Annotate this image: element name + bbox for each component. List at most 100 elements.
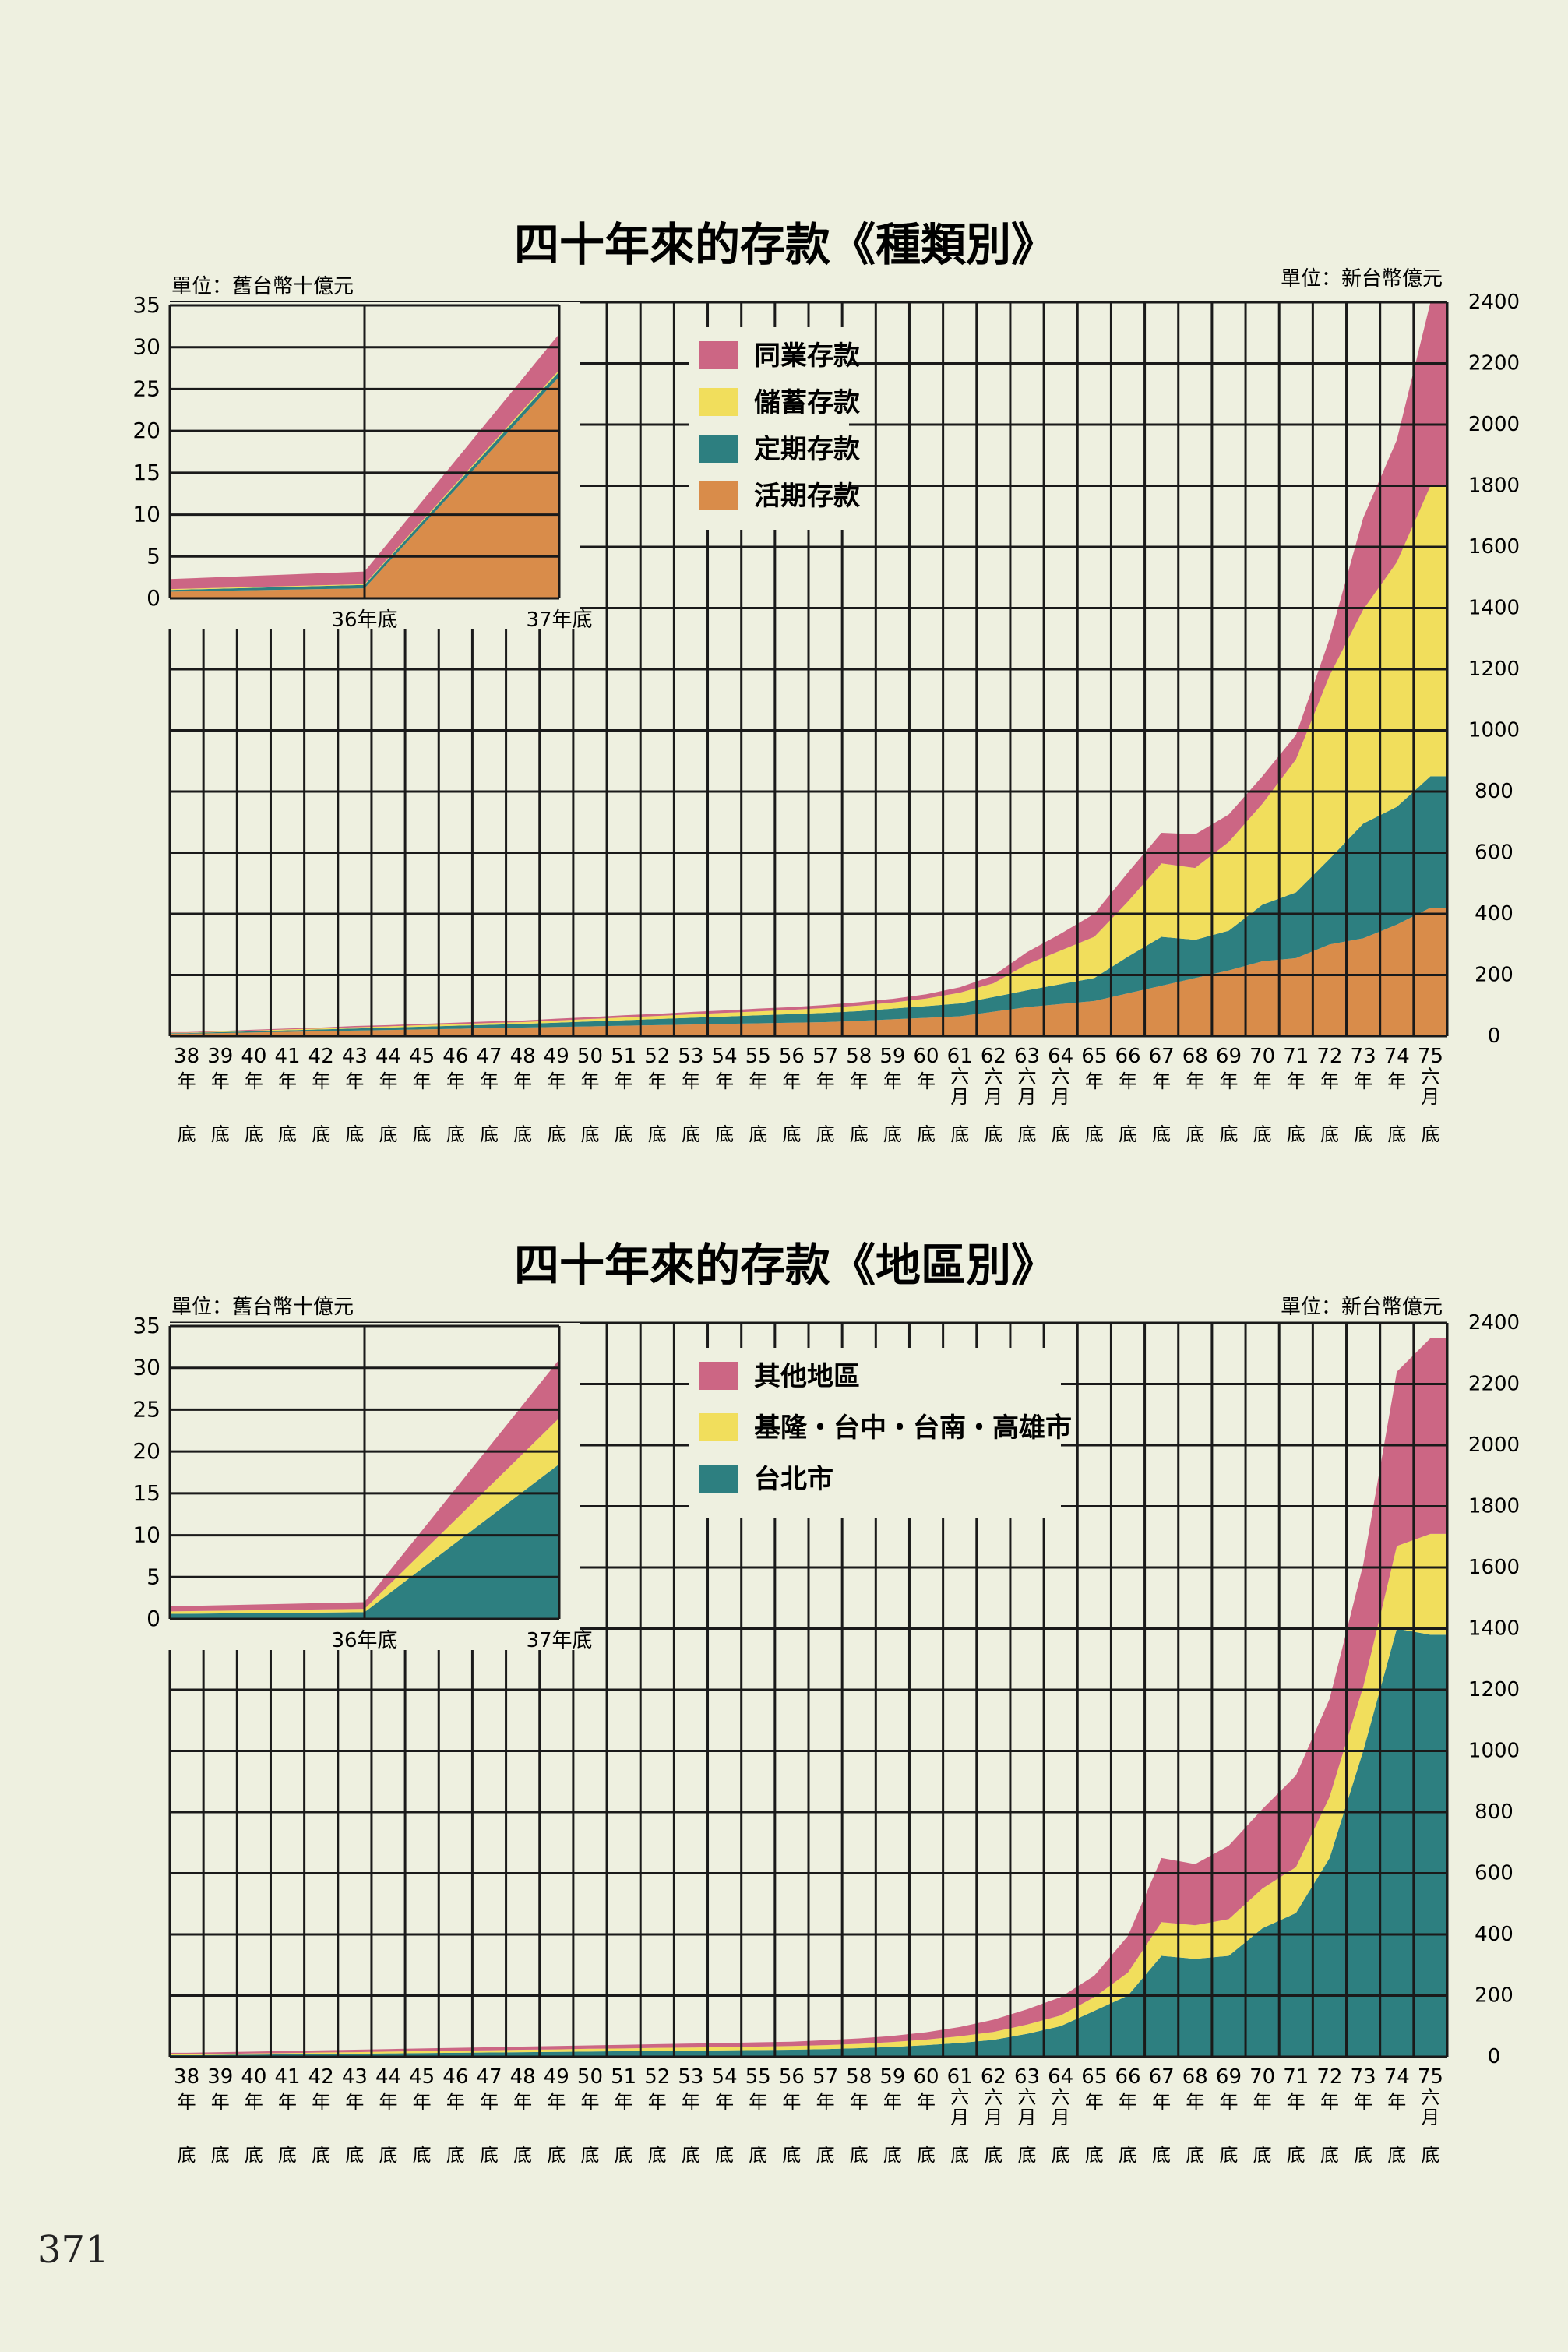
inset-x-tick-label: 36年底: [331, 608, 397, 632]
x-tick-label: 50: [577, 1045, 603, 1068]
x-tick-label: 39: [207, 1045, 233, 1068]
x-tick-label: 70: [1249, 1045, 1275, 1068]
x-tick-label: 60: [914, 2065, 939, 2089]
x-tick-label: 底: [178, 1123, 196, 1145]
x-tick-label: 底: [1320, 2144, 1339, 2166]
x-tick-label: 71: [1283, 2065, 1309, 2089]
x-tick-label: 年: [379, 1070, 398, 1092]
x-tick-label: 底: [1421, 1123, 1439, 1145]
x-tick-label: 底: [917, 1123, 936, 1145]
x-tick-label: 六: [1052, 1066, 1070, 1088]
x-tick-label: 年: [850, 1070, 869, 1092]
y-tick-label: 1800: [1468, 1495, 1520, 1518]
inset-chart: 0 5 10 15 20 25 30 35 36年底 37年底: [132, 1313, 592, 1652]
legend-label: 同業存款: [754, 340, 860, 372]
x-tick-label: 65: [1081, 1045, 1107, 1068]
y-tick-label: 1000: [1468, 1740, 1520, 1763]
x-tick-label: 六: [950, 2086, 969, 2108]
x-tick-label: 六: [950, 1066, 969, 1088]
x-tick-label: 底: [513, 2144, 532, 2166]
x-tick-label: 45: [409, 1045, 435, 1068]
y-axis-right: 0 200 400 600 800 1000 1200 1400 1600 1800 2000 220…: [1468, 291, 1520, 1048]
inset-grid: [168, 1324, 561, 1620]
x-tick-label: 底: [850, 2144, 869, 2166]
x-tick-label: 53: [678, 1045, 703, 1068]
x-tick-label: 50: [577, 2065, 603, 2089]
y-tick-label: 1400: [1468, 597, 1520, 620]
x-tick-label: 年: [1354, 1070, 1372, 1092]
inset-y-tick-label: 30: [132, 1355, 160, 1381]
x-tick-label: 年: [1387, 2091, 1406, 2113]
main-unit-label: 單位：新台幣億元: [1281, 1296, 1443, 1319]
y-tick-label: 1200: [1468, 658, 1520, 681]
x-tick-label: 年: [312, 1070, 330, 1092]
x-tick-label: 底: [580, 2144, 599, 2166]
x-tick-label: 底: [950, 1123, 969, 1145]
x-tick-label: 年: [513, 2091, 532, 2113]
x-tick-label: 六: [1421, 1066, 1439, 1088]
x-tick-label: 年: [345, 2091, 364, 2113]
x-tick-label: 月: [950, 1086, 969, 1108]
x-tick-label: 底: [1253, 2144, 1272, 2166]
x-tick-label: 年: [1152, 1070, 1171, 1092]
x-tick-label: 年: [682, 1070, 700, 1092]
x-tick-label: 58: [846, 1045, 872, 1068]
x-tick-label: 54: [712, 1045, 738, 1068]
x-tick-label: 69: [1216, 1045, 1242, 1068]
deposits-by-type-chart: 四十年來的存款《種類別》 單位：舊台幣十億元 單位：新台幣億元 02004006…: [132, 218, 1520, 1145]
x-tick-label: 底: [1119, 1123, 1137, 1145]
x-tick-label: 月: [1052, 1086, 1070, 1108]
x-tick-label: 年: [379, 2091, 398, 2113]
area-series-group: [170, 1338, 1447, 2057]
x-tick-label: 年: [1320, 1070, 1339, 1092]
area-series-group: [170, 302, 1447, 1036]
x-tick-label: 63: [1014, 2065, 1040, 2089]
x-tick-label: 底: [1354, 1123, 1372, 1145]
x-tick-label: 底: [480, 2144, 499, 2166]
x-tick-label: 底: [1085, 2144, 1104, 2166]
x-tick-label: 底: [547, 1123, 566, 1145]
x-tick-label: 底: [816, 2144, 835, 2166]
x-tick-label: 底: [278, 1123, 297, 1145]
x-tick-label: 年: [446, 1070, 465, 1092]
x-tick-label: 71: [1283, 1045, 1309, 1068]
x-tick-label: 年: [480, 2091, 499, 2113]
x-tick-label: 底: [245, 1123, 263, 1145]
x-tick-label: 底: [312, 1123, 330, 1145]
x-tick-label: 51: [611, 2065, 636, 2089]
x-tick-label: 底: [782, 2144, 801, 2166]
inset-series-area-0: [170, 1464, 559, 1619]
x-tick-label: 66: [1115, 2065, 1140, 2089]
y-tick-label: 600: [1475, 1862, 1513, 1885]
x-tick-label: 六: [1018, 2086, 1037, 2108]
x-tick-label: 年: [1085, 1070, 1104, 1092]
x-tick-label: 年: [278, 2091, 297, 2113]
x-tick-label: 底: [379, 2144, 398, 2166]
legend-label: 基隆・台中・台南・高雄市: [754, 1412, 1072, 1444]
x-tick-label: 底: [782, 1123, 801, 1145]
x-tick-label: 68: [1182, 2065, 1208, 2089]
legend-swatch: [699, 435, 738, 463]
x-tick-label: 年: [816, 1070, 835, 1092]
x-tick-label: 底: [211, 2144, 230, 2166]
y-tick-label: 1600: [1468, 535, 1520, 559]
y-tick-label: 800: [1475, 780, 1513, 803]
y-tick-label: 1400: [1468, 1617, 1520, 1641]
x-tick-label: 年: [917, 2091, 936, 2113]
x-tick-label: 年: [178, 2091, 196, 2113]
x-tick-label: 底: [580, 1123, 599, 1145]
inset-y-tick-label: 0: [146, 585, 160, 611]
x-tick-label: 40: [241, 1045, 266, 1068]
x-tick-label: 年: [782, 1070, 801, 1092]
x-tick-label: 底: [1052, 1123, 1070, 1145]
x-tick-label: 54: [712, 2065, 738, 2089]
x-tick-label: 57: [812, 1045, 838, 1068]
inset-y-tick-label: 10: [132, 502, 160, 527]
inset-y-tick-label: 25: [132, 376, 160, 401]
legend-swatch: [699, 341, 738, 369]
x-tick-label: 56: [779, 1045, 805, 1068]
x-tick-label: 46: [442, 2065, 468, 2089]
x-tick-label: 六: [984, 2086, 1002, 2108]
x-tick-label: 59: [879, 2065, 905, 2089]
inset-y-tick-label: 35: [132, 1313, 160, 1338]
